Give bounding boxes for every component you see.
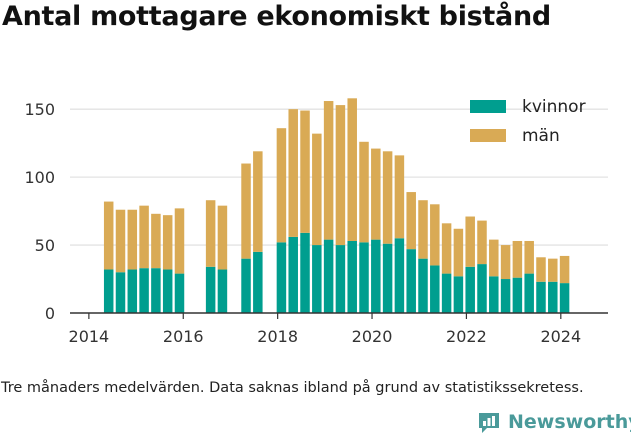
bar-kvinnor [300, 232, 310, 313]
bar-kvinnor [139, 268, 149, 313]
bar-kvinnor [382, 243, 393, 313]
bar-kvinnor [151, 268, 161, 313]
bar-kvinnor [253, 251, 263, 313]
axes: 0 50 100 150 2014 2016 2018 2020 2022 2024 [24, 100, 608, 346]
bar-man [288, 109, 298, 237]
bar-kvinnor [276, 242, 287, 313]
legend-label-kvinnor: kvinnor [522, 97, 586, 117]
bar-man [524, 240, 534, 274]
legend-swatch-man [470, 129, 506, 142]
legend-label-man: män [522, 126, 560, 146]
bars [103, 98, 570, 313]
bar-kvinnor [477, 264, 487, 313]
bar-kvinnor [536, 281, 546, 313]
x-tick-label: 2018 [257, 327, 298, 346]
bar-man [430, 204, 440, 266]
bar-man [162, 215, 173, 270]
bar-kvinnor [127, 269, 138, 313]
brand-name: Newsworthy [508, 411, 631, 433]
bar-kvinnor [162, 269, 173, 313]
bar-kvinnor [559, 283, 570, 313]
y-tick-label: 150 [24, 100, 55, 119]
bar-man [174, 208, 185, 274]
bar-kvinnor [347, 240, 357, 313]
bar-man [241, 163, 251, 259]
bar-kvinnor [489, 276, 499, 313]
bar-man [489, 239, 499, 277]
legend-swatch-kvinnor [470, 100, 506, 113]
bar-kvinnor [548, 281, 558, 313]
bar-kvinnor [335, 245, 346, 313]
bar-kvinnor [288, 236, 298, 313]
bar-kvinnor [524, 273, 534, 313]
bar-man [406, 192, 416, 250]
bar-kvinnor [359, 242, 369, 313]
bar-man [335, 105, 346, 246]
bar-man [559, 255, 570, 284]
bar-man [465, 216, 475, 267]
bar-kvinnor [418, 258, 428, 313]
bar-kvinnor [430, 265, 440, 313]
bar-man [312, 133, 322, 246]
bar-kvinnor [465, 266, 475, 313]
bar-kvinnor [241, 258, 251, 313]
bar-kvinnor [500, 279, 511, 313]
bar-kvinnor [174, 273, 185, 313]
bar-man [500, 245, 511, 280]
bar-kvinnor [103, 269, 114, 313]
bar-man [103, 201, 114, 270]
bar-man [441, 223, 452, 274]
bar-man [382, 151, 393, 244]
stacked-bar-chart: 0 50 100 150 2014 2016 2018 2020 2022 2024 kvinno… [24, 97, 608, 346]
bar-man [115, 209, 126, 273]
legend: kvinnor män [470, 97, 586, 146]
x-tick-label: 2016 [163, 327, 204, 346]
y-tick-label: 100 [24, 168, 55, 187]
bar-kvinnor [205, 266, 216, 313]
brand-logo[interactable]: Newsworthy [476, 409, 631, 435]
bar-man [276, 128, 287, 243]
bar-man [300, 110, 310, 233]
bar-kvinnor [441, 273, 452, 313]
bar-man [139, 205, 149, 269]
bar-man [394, 155, 405, 239]
bar-kvinnor [115, 272, 126, 313]
newsworthy-logo-icon [479, 413, 499, 433]
bar-man [323, 101, 334, 240]
bar-man [536, 257, 546, 282]
bar-kvinnor [512, 277, 523, 313]
bar-kvinnor [453, 276, 464, 313]
bar-kvinnor [312, 245, 322, 313]
x-tick-label: 2022 [446, 327, 487, 346]
bar-man [127, 209, 138, 270]
bar-man [359, 141, 369, 243]
bar-man [205, 200, 216, 267]
x-tick-label: 2020 [352, 327, 393, 346]
bar-man [151, 213, 161, 269]
bar-man [253, 151, 263, 252]
x-tick-label: 2014 [69, 327, 110, 346]
bar-kvinnor [323, 239, 334, 313]
bar-man [217, 205, 228, 270]
y-tick-label: 0 [45, 304, 55, 323]
bar-kvinnor [217, 269, 228, 313]
y-tick-label: 50 [35, 236, 55, 255]
bar-man [371, 148, 381, 240]
bar-kvinnor [394, 238, 405, 313]
bar-man [418, 200, 428, 259]
chart-title: Antal mottagare ekonomiskt bistånd [2, 1, 551, 32]
bar-kvinnor [406, 249, 416, 313]
footnote: Tre månaders medelvärden. Data saknas ib… [1, 380, 584, 396]
bar-man [477, 220, 487, 265]
bar-man [347, 98, 357, 241]
bar-man [453, 228, 464, 277]
bar-man [512, 240, 523, 278]
bar-man [548, 258, 558, 282]
x-tick-label: 2024 [540, 327, 581, 346]
bar-kvinnor [371, 239, 381, 313]
